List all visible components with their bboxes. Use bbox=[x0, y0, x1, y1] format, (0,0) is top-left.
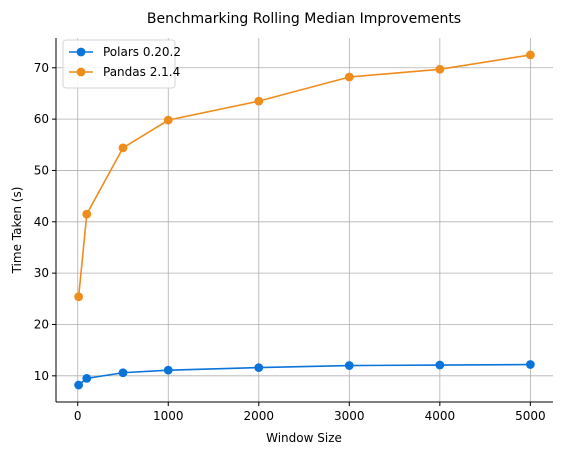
data-point bbox=[435, 64, 445, 74]
grid bbox=[56, 38, 553, 402]
y-tick-label: 30 bbox=[34, 266, 49, 280]
x-tick-label: 2000 bbox=[244, 409, 275, 423]
y-tick-label: 10 bbox=[34, 369, 49, 383]
y-tick-label: 40 bbox=[34, 215, 49, 229]
data-point bbox=[254, 363, 264, 373]
series-2 bbox=[74, 50, 535, 302]
data-point bbox=[163, 365, 173, 375]
data-point bbox=[74, 292, 84, 302]
series-line bbox=[78, 363, 531, 386]
data-point bbox=[163, 115, 173, 125]
axes bbox=[55, 38, 553, 403]
data-point bbox=[344, 72, 354, 82]
x-tick-label: 4000 bbox=[425, 409, 456, 423]
chart-title: Benchmarking Rolling Median Improvements bbox=[147, 11, 461, 27]
data-point bbox=[82, 373, 92, 383]
data-point bbox=[118, 368, 128, 378]
y-tick-label: 50 bbox=[34, 163, 49, 177]
x-axis-label: Window Size bbox=[266, 431, 342, 445]
data-point bbox=[344, 361, 354, 370]
series-1 bbox=[74, 360, 535, 390]
data-point bbox=[525, 360, 535, 369]
x-tick-label: 3000 bbox=[334, 409, 365, 423]
x-tick-label: 5000 bbox=[515, 409, 546, 423]
legend-label: Pandas 2.1.4 bbox=[103, 65, 180, 79]
y-tick-label: 70 bbox=[34, 61, 49, 75]
legend-item: Polars 0.20.2 bbox=[69, 45, 181, 59]
series bbox=[74, 50, 535, 390]
legend-marker bbox=[76, 67, 86, 77]
y-axis-label: Time Taken (s) bbox=[10, 187, 24, 275]
x-tick-label: 1000 bbox=[153, 409, 184, 423]
data-point bbox=[435, 360, 445, 370]
x-tick-label: 0 bbox=[74, 409, 82, 423]
data-point bbox=[254, 96, 264, 106]
legend-label: Polars 0.20.2 bbox=[103, 45, 181, 59]
ticks: 0 1000 2000 3000 4000 5000 10 20 30 40 50 60 70 bbox=[34, 61, 546, 423]
y-tick-label: 60 bbox=[34, 112, 49, 126]
legend: Polars 0.20.2 Pandas 2.1.4 bbox=[62, 39, 181, 89]
data-point bbox=[118, 143, 128, 153]
legend-marker bbox=[76, 47, 86, 57]
legend-item: Pandas 2.1.4 bbox=[69, 65, 180, 79]
data-point bbox=[74, 380, 84, 390]
series-line bbox=[77, 54, 531, 297]
data-point bbox=[525, 50, 535, 60]
data-point bbox=[82, 209, 92, 219]
y-tick-label: 20 bbox=[34, 317, 49, 331]
